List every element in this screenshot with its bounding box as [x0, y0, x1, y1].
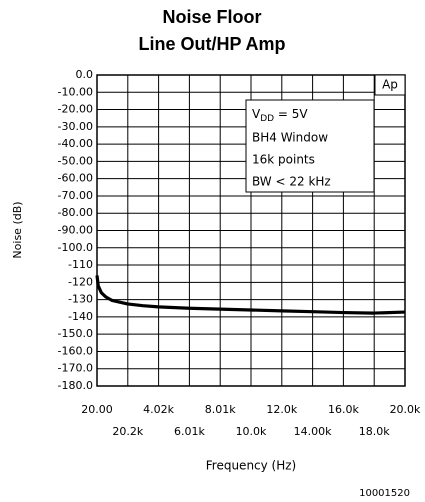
corner-mark: Ap — [382, 78, 398, 92]
annotation-text: 16k points — [252, 153, 315, 167]
noise-curve — [95, 275, 406, 315]
chart-subtitle: Line Out/HP Amp — [138, 34, 285, 54]
y-tick-label: -100.0 — [58, 241, 93, 254]
y-tick-label: -40.00 — [58, 137, 93, 150]
y-tick-label: -120 — [68, 275, 93, 288]
annotation-box — [245, 99, 375, 193]
y-tick-label: -10.00 — [58, 85, 93, 98]
x-tick-label: 12.0k — [266, 403, 297, 416]
y-tick-label: -180.0 — [58, 379, 93, 392]
annotation-text: BW < 22 kHz — [252, 175, 331, 189]
chart-title: Noise Floor — [162, 7, 261, 27]
supply-label: V — [252, 107, 261, 121]
y-tick-label: -70.00 — [58, 189, 93, 202]
y-tick-label: -170.0 — [58, 362, 93, 375]
x-tick-label: 16.0k — [328, 403, 359, 416]
x-tick-label: 10.0k — [236, 425, 267, 438]
x-tick-label: 20.00 — [81, 403, 113, 416]
x-tick-label: 20.0k — [390, 403, 421, 416]
y-tick-label: -160.0 — [58, 344, 93, 357]
annotation-text: BH4 Window — [252, 131, 328, 145]
y-axis-label: Noise (dB) — [11, 201, 24, 258]
corner-box — [374, 74, 406, 96]
y-tick-label: -110 — [68, 258, 93, 271]
figure-id: 10001520 — [359, 488, 410, 499]
y-tick-label: -60.00 — [58, 172, 93, 185]
x-axis-label: Frequency (Hz) — [206, 459, 297, 473]
y-tick-label: -140 — [68, 310, 93, 323]
y-tick-label: -50.00 — [58, 154, 93, 167]
y-tick-label: -80.00 — [58, 206, 93, 219]
y-tick-label: -30.00 — [58, 120, 93, 133]
y-tick-label: 0.0 — [76, 68, 94, 81]
x-tick-label: 6.01k — [174, 425, 205, 438]
y-tick-label: -20.00 — [58, 103, 93, 116]
x-tick-label: 20.2k — [112, 425, 143, 438]
x-tick-label: 18.0k — [359, 425, 390, 438]
x-tick-label: 4.02k — [143, 403, 174, 416]
y-tick-label: -90.00 — [58, 224, 93, 237]
y-tick-label: -150.0 — [58, 327, 93, 340]
x-tick-label: 14.00k — [294, 425, 332, 438]
supply-value: = 5V — [274, 107, 308, 121]
x-tick-label: 8.01k — [205, 403, 236, 416]
annotation-text: VDD = 5V — [252, 107, 308, 124]
y-tick-label: -130 — [68, 293, 93, 306]
supply-subscript: DD — [260, 114, 274, 124]
